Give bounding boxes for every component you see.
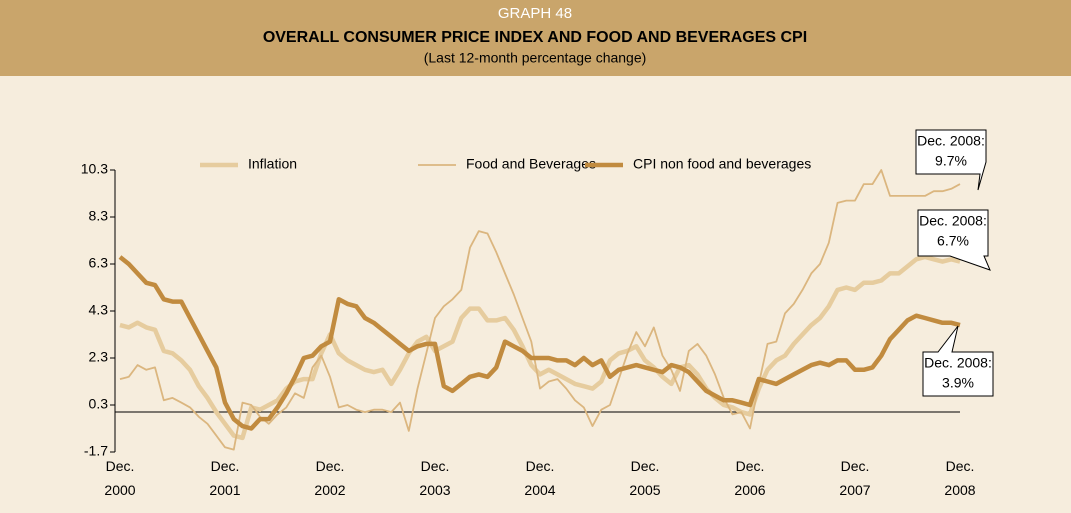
x-tick-label: Dec. 2003	[419, 458, 450, 498]
callout-text: 9.7%	[935, 153, 967, 169]
series-line	[119, 169, 961, 451]
y-tick-label: 6.3	[89, 255, 109, 271]
legend-label: Inflation	[248, 156, 297, 172]
callout-text: 3.9%	[942, 375, 974, 391]
callout-box	[917, 209, 991, 271]
series-line	[118, 255, 961, 431]
callout-text: Dec. 2008:	[924, 355, 992, 371]
x-tick-label: Dec. 2008	[944, 458, 975, 498]
y-tick-label: 8.3	[89, 208, 109, 224]
y-tick-label: 0.3	[89, 396, 109, 412]
series-line	[119, 254, 961, 441]
y-tick-label: 2.3	[89, 349, 109, 365]
x-tick-label: Dec. 2001	[209, 458, 240, 498]
y-tick-label: 10.3	[81, 161, 108, 177]
legend-label: Food and Beverages	[466, 156, 596, 172]
x-tick-label: Dec. 2007	[839, 458, 870, 498]
x-tick-label: Dec. 2000	[104, 458, 135, 498]
legend-label: CPI non food and beverages	[633, 156, 811, 172]
x-tick-label: Dec. 2006	[734, 458, 765, 498]
y-tick-label: 4.3	[89, 302, 109, 318]
chart-title: OVERALL CONSUMER PRICE INDEX AND FOOD AN…	[263, 29, 807, 46]
y-tick-label: -1.7	[84, 443, 108, 459]
x-tick-label: Dec. 2002	[314, 458, 345, 498]
callout-text: Dec. 2008:	[917, 133, 985, 149]
callout-box	[915, 129, 987, 191]
x-tick-label: Dec. 2005	[629, 458, 660, 498]
chart-subtitle: (Last 12-month percentage change)	[424, 50, 647, 66]
callout-box	[922, 325, 994, 397]
callout-text: 6.7%	[937, 233, 969, 249]
callout-text: Dec. 2008:	[919, 213, 987, 229]
header-band	[0, 0, 1071, 76]
chart-header: GRAPH 48	[498, 5, 572, 22]
x-tick-label: Dec. 2004	[524, 458, 555, 498]
